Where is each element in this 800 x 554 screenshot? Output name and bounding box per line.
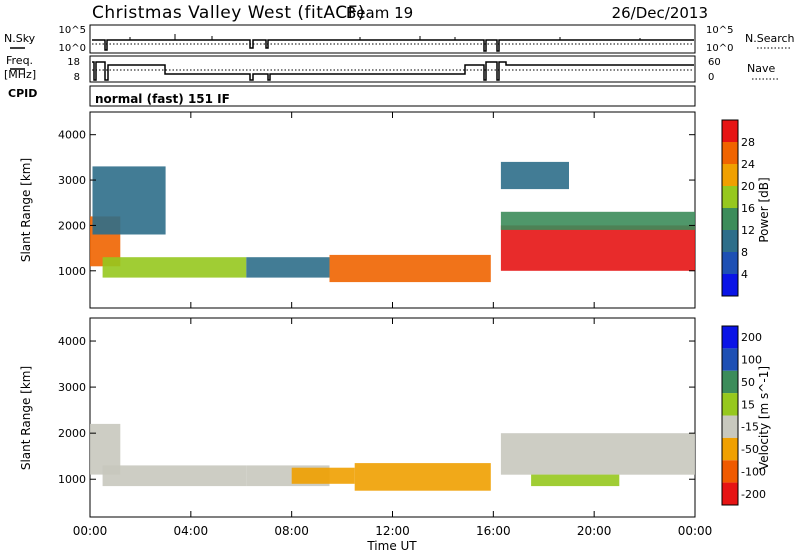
colorbar-cell xyxy=(722,274,738,296)
colorbar-tick-label: -200 xyxy=(741,488,766,501)
noise-search-label: N.Search xyxy=(745,32,795,45)
power-y-ticks: 1000 2000 3000 4000 xyxy=(58,129,695,278)
date-label: 26/Dec/2013 xyxy=(612,4,708,22)
power-data-cells xyxy=(90,161,695,283)
freq-label-line1: Freq. xyxy=(6,54,33,67)
velocity-panel: 1000 2000 3000 4000 Slant Range [km] xyxy=(19,317,696,518)
noise-left-tick-bottom: 10^0 xyxy=(59,43,86,54)
noise-right-tick-bottom: 10^0 xyxy=(706,43,733,54)
data-cell-0-6 xyxy=(500,211,695,230)
power-y-axis-label: Slant Range [km] xyxy=(19,158,33,262)
noise-sky-label: N.Sky xyxy=(4,32,36,45)
data-cell-0-4 xyxy=(329,254,491,283)
colorbar-cell xyxy=(722,348,738,371)
power-colorbar-label: Power [dB] xyxy=(757,177,771,242)
freq-right-tick-bottom: 0 xyxy=(708,72,714,83)
x-tick-label: 08:00 xyxy=(274,524,309,538)
colorbar-cell xyxy=(722,120,738,142)
colorbar-cell xyxy=(722,230,738,252)
x-tick-label: 16:00 xyxy=(476,524,511,538)
velocity-colorbar: 200 100 50 15 -15 -50 -100 -200 xyxy=(721,325,766,506)
y-tick-label: 2000 xyxy=(58,219,86,232)
data-cell-1-6 xyxy=(531,474,620,487)
colorbar-frame xyxy=(721,325,739,506)
colorbar-cell xyxy=(722,370,738,394)
y-tick-label: 1000 xyxy=(58,473,86,486)
data-cell-0-5 xyxy=(500,225,695,271)
radar-title: Christmas Valley West (fitACF) xyxy=(92,3,365,23)
colorbar-cell xyxy=(722,142,738,164)
colorbar-tick-label: 12 xyxy=(741,224,755,237)
freq-left-tick-top: 18 xyxy=(67,57,80,68)
velocity-y-ticks: 1000 2000 3000 4000 xyxy=(58,335,695,486)
y-tick-label: 4000 xyxy=(58,335,86,348)
data-cell-0-3 xyxy=(246,257,330,278)
colorbar-tick-label: 4 xyxy=(741,268,748,281)
colorbar-tick-label: 24 xyxy=(741,158,755,171)
freq-trace xyxy=(92,61,694,81)
nave-label: Nave xyxy=(747,62,775,75)
freq-right-tick-top: 60 xyxy=(708,57,721,68)
colorbar-cell xyxy=(722,164,738,186)
x-tick-label: 04:00 xyxy=(174,524,209,538)
y-tick-label: 2000 xyxy=(58,427,86,440)
colorbar-tick-label: 8 xyxy=(741,246,748,259)
noise-sky-spikes xyxy=(129,34,641,40)
colorbar-tick-label: 100 xyxy=(741,354,762,367)
x-tick-label: 12:00 xyxy=(375,524,410,538)
cpid-label: CPID xyxy=(8,87,37,100)
cpid-panel-frame xyxy=(89,85,696,107)
x-tick-label: 00:00 xyxy=(678,524,713,538)
freq-label-line2: [MHz] xyxy=(4,68,36,81)
noise-sky-trace xyxy=(92,39,694,52)
data-cell-0-1 xyxy=(92,166,166,235)
colorbar-tick-label: -15 xyxy=(741,421,759,434)
noise-left-tick-top: 10^5 xyxy=(59,25,86,36)
colorbar-cell xyxy=(722,326,738,349)
x-tick-label: 00:00 xyxy=(73,524,108,538)
beam-label: Beam 19 xyxy=(346,4,413,22)
colorbar-tick-label: -100 xyxy=(741,465,766,478)
colorbar-tick-label: 16 xyxy=(741,202,755,215)
noise-panel-frame xyxy=(89,24,696,54)
colorbar-cell xyxy=(722,186,738,208)
data-cell-1-1 xyxy=(102,465,247,487)
freq-panel-frame xyxy=(89,55,696,83)
data-cell-0-2 xyxy=(102,257,247,278)
colorbar-tick-label: 28 xyxy=(741,136,755,149)
colorbar-tick-label: -50 xyxy=(741,443,759,456)
colorbar-tick-label: 15 xyxy=(741,398,755,411)
colorbar-tick-label: 20 xyxy=(741,180,755,193)
colorbar-cell xyxy=(722,415,738,438)
x-tick-label: 20:00 xyxy=(577,524,612,538)
colorbar-tick-label: 50 xyxy=(741,376,755,389)
colorbar-cell xyxy=(722,460,738,483)
data-cell-1-3 xyxy=(291,467,355,484)
colorbar-cell xyxy=(722,252,738,274)
velocity-colorbar-label: Velocity [m s^-1] xyxy=(757,366,771,470)
velocity-y-axis-label: Slant Range [km] xyxy=(19,366,33,470)
data-cell-0-7 xyxy=(500,161,569,190)
y-tick-label: 4000 xyxy=(58,129,86,142)
colorbar-cell xyxy=(722,437,738,461)
power-colorbar: 4 8 12 16 20 24 28 xyxy=(721,119,755,297)
data-cell-1-4 xyxy=(354,463,491,491)
noise-right-tick-top: 10^5 xyxy=(706,25,733,36)
colorbar-cell xyxy=(722,208,738,230)
y-tick-label: 1000 xyxy=(58,265,86,278)
colorbar-tick-label: 200 xyxy=(741,331,762,344)
y-tick-label: 3000 xyxy=(58,174,86,187)
power-panel: 1000 2000 3000 4000 Slant Range [km] xyxy=(19,111,696,309)
data-cell-1-5 xyxy=(500,433,695,475)
time-axis-label: Time UT xyxy=(366,539,417,553)
time-axis-ticks: 00:00 04:00 08:00 12:00 16:00 20:00 00:00 xyxy=(73,112,713,538)
freq-left-tick-bottom: 8 xyxy=(74,72,80,83)
colorbar-cell xyxy=(722,393,738,416)
colorbar-cell xyxy=(722,482,738,505)
colorbar-frame xyxy=(721,119,739,297)
velocity-data-cells xyxy=(90,423,695,491)
y-tick-label: 3000 xyxy=(58,381,86,394)
cpid-value: normal (fast) 151 IF xyxy=(95,92,230,106)
